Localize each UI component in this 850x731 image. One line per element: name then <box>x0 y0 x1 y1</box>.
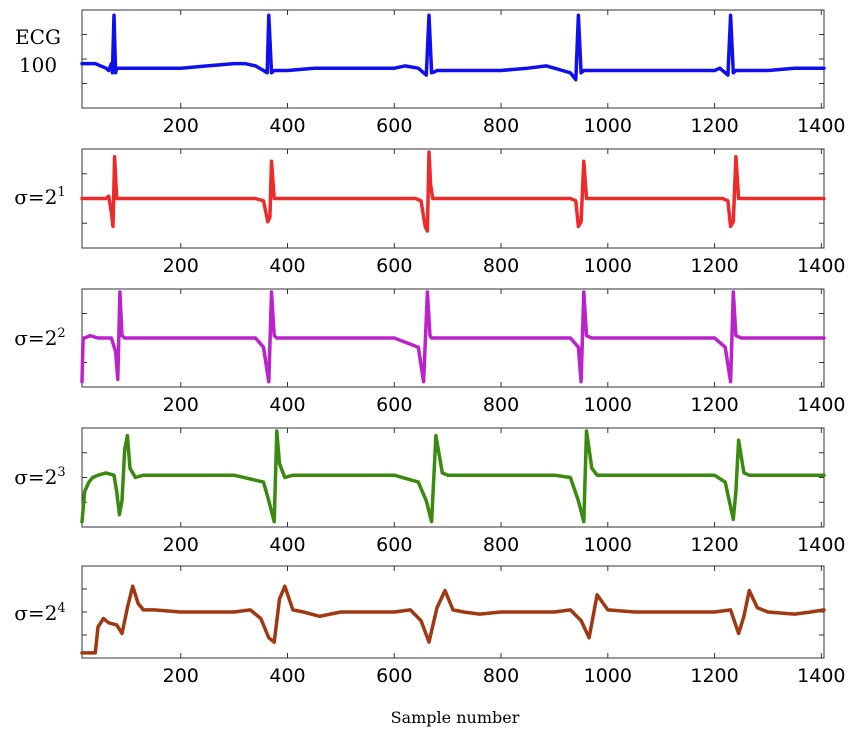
x-tick-label: 800 <box>483 665 519 687</box>
signal-line <box>80 13 826 82</box>
signal-line <box>80 290 826 384</box>
x-tick-label: 400 <box>269 255 305 277</box>
x-tick-label: 1400 <box>797 115 845 137</box>
x-tick-label: 600 <box>376 255 412 277</box>
x-tick-label: 1400 <box>797 255 845 277</box>
signal-line <box>80 429 826 524</box>
x-tick-label: 200 <box>163 394 199 416</box>
panel-3: 200 400 600 800 1000 1200 1400 σ=22 <box>14 288 846 416</box>
panel-1: 200 400 600 800 1000 1200 1400 ECG 100 <box>15 9 846 137</box>
signal-line <box>80 150 826 233</box>
x-tick-label: 1200 <box>690 665 738 687</box>
x-tick-label: 800 <box>483 115 519 137</box>
x-tick-label: 400 <box>269 534 305 556</box>
x-tick-label: 600 <box>376 534 412 556</box>
x-tick-label: 1400 <box>797 665 845 687</box>
x-tick-label: 600 <box>376 115 412 137</box>
x-axis-label: Sample number <box>391 708 520 727</box>
row-label: σ=23 <box>14 465 65 489</box>
x-tick-label: 1200 <box>690 394 738 416</box>
x-tick-label: 600 <box>376 394 412 416</box>
x-tick-label: 800 <box>483 255 519 277</box>
row-label: σ=24 <box>14 601 65 625</box>
x-tick-label: 200 <box>163 255 199 277</box>
x-tick-label: 1000 <box>584 394 632 416</box>
x-tick-label: 1200 <box>690 115 738 137</box>
signal-line <box>80 584 826 655</box>
x-tick-label: 1400 <box>797 394 845 416</box>
x-tick-label: 200 <box>163 115 199 137</box>
panel-5: 200 400 600 800 1000 1200 1400 σ=24 <box>14 565 846 687</box>
panel-2: 200 400 600 800 1000 1200 1400 σ=21 <box>14 148 846 277</box>
panel-frame <box>81 9 825 109</box>
row-label: ECG 100 <box>15 25 61 77</box>
panel-4: 200 400 600 800 1000 1200 1400 σ=23 <box>14 427 846 556</box>
x-tick-label: 1400 <box>797 534 845 556</box>
x-tick-label: 1000 <box>584 534 632 556</box>
panel-frame <box>81 427 825 528</box>
x-tick-label: 1200 <box>690 534 738 556</box>
x-tick-label: 1000 <box>584 255 632 277</box>
x-tick-label: 400 <box>269 665 305 687</box>
x-tick-label: 400 <box>269 394 305 416</box>
x-tick-label: 1000 <box>584 115 632 137</box>
x-tick-label: 200 <box>163 665 199 687</box>
x-tick-label: 600 <box>376 665 412 687</box>
x-tick-label: 800 <box>483 534 519 556</box>
row-label: σ=22 <box>14 326 65 350</box>
x-tick-label: 400 <box>269 115 305 137</box>
x-tick-label: 800 <box>483 394 519 416</box>
x-tick-label: 200 <box>163 534 199 556</box>
row-label: σ=21 <box>14 185 65 209</box>
x-tick-label: 1000 <box>584 665 632 687</box>
x-tick-label: 1200 <box>690 255 738 277</box>
